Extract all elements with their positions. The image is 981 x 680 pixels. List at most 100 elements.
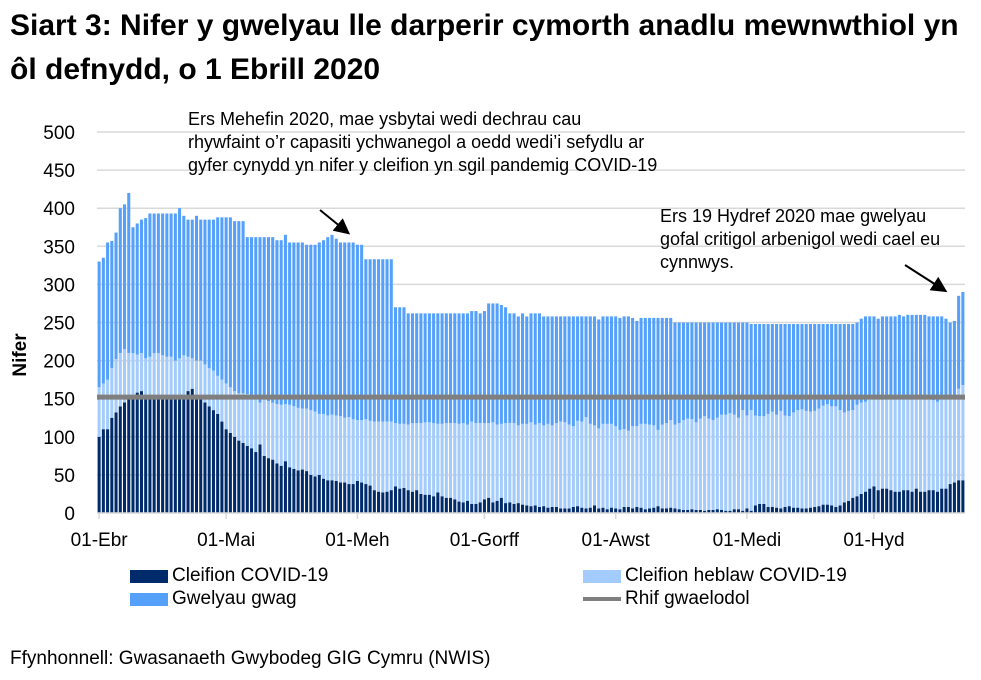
bar-vacant [512, 313, 516, 424]
bar-vacant [753, 324, 757, 416]
bar-covid [855, 496, 859, 513]
bar-covid [241, 442, 245, 513]
bar-covid [271, 459, 275, 513]
bar-non_covid [927, 394, 931, 491]
bar-non_covid [271, 402, 275, 460]
bar-non_covid [190, 358, 194, 389]
bar-non_covid [775, 414, 779, 508]
bar-non_covid [457, 423, 461, 502]
bar-vacant [525, 316, 529, 424]
bar-vacant [148, 213, 152, 357]
bar-non_covid [436, 423, 440, 493]
bar-covid [952, 482, 956, 513]
bar-covid [389, 490, 393, 513]
bar-covid [830, 505, 834, 513]
bar-covid [237, 440, 241, 513]
bar-covid [614, 508, 618, 513]
legend-label-covid: Cleifion COVID-19 [172, 565, 329, 586]
bar-non_covid [114, 359, 118, 413]
bar-vacant [423, 313, 427, 423]
bar-vacant [690, 322, 694, 420]
bar-non_covid [770, 411, 774, 507]
bar-non_covid [732, 414, 736, 510]
bar-non_covid [847, 410, 851, 501]
bar-non_covid [194, 360, 199, 395]
bar-covid [728, 510, 732, 513]
bar-non_covid [821, 405, 825, 505]
bar-covid [775, 507, 779, 513]
bar-non_covid [398, 423, 402, 489]
bar-covid [834, 506, 838, 513]
bar-vacant [728, 322, 732, 414]
bar-non_covid [796, 410, 800, 508]
bar-vacant [656, 317, 660, 430]
bar-non_covid [935, 401, 940, 492]
y-tick-label: 500 [43, 123, 75, 144]
bar-vacant [372, 259, 376, 422]
bar-vacant [580, 316, 584, 422]
bar-non_covid [262, 398, 266, 456]
bar-non_covid [419, 423, 423, 494]
bar-vacant [296, 242, 300, 408]
bar-non_covid [305, 408, 309, 472]
bar-non_covid [228, 387, 232, 433]
bar-vacant [491, 303, 495, 423]
bar-non_covid [504, 423, 508, 504]
bar-covid [762, 503, 766, 513]
bar-vacant [465, 313, 470, 425]
bar-vacant [135, 223, 139, 355]
bar-covid [190, 388, 194, 513]
bar-vacant [508, 313, 512, 424]
bar-vacant [516, 316, 520, 426]
bar-non_covid [804, 410, 808, 509]
bar-covid [499, 497, 503, 513]
bar-covid [639, 507, 643, 513]
bar-non_covid [690, 419, 694, 510]
legend-swatch-covid [130, 569, 168, 583]
x-tick-label: 01-Awst [582, 530, 651, 551]
bar-vacant [783, 324, 787, 416]
bar-covid [508, 502, 512, 513]
bar-non_covid [300, 408, 304, 470]
bar-vacant [360, 244, 364, 421]
bar-covid [859, 493, 863, 513]
bar-vacant [207, 219, 211, 369]
bar-vacant [461, 313, 465, 424]
bar-non_covid [372, 421, 376, 491]
bar-covid [368, 485, 372, 513]
bar-covid [398, 488, 402, 513]
bar-covid [465, 500, 470, 513]
bar-non_covid [652, 425, 656, 508]
bar-non_covid [609, 423, 613, 508]
bar-non_covid [906, 397, 910, 491]
bar-vacant [711, 322, 715, 421]
bar-vacant [940, 316, 944, 399]
bar-non_covid [842, 412, 846, 503]
bar-vacant [787, 324, 791, 417]
bar-covid [931, 490, 935, 513]
source-note: Ffynhonnell: Gwasanaeth Gwybodeg GIG Cym… [10, 648, 491, 669]
bar-non_covid [753, 415, 757, 506]
bar-non_covid [914, 397, 918, 489]
bar-non_covid [139, 352, 143, 392]
bar-covid [813, 506, 817, 513]
bar-covid [495, 500, 499, 513]
bar-covid [415, 490, 419, 513]
bar-covid [770, 506, 774, 513]
bar-vacant [808, 324, 812, 412]
bar-covid [161, 394, 165, 513]
bar-non_covid [741, 410, 745, 511]
bar-covid [690, 509, 694, 513]
bar-non_covid [648, 424, 652, 509]
bar-covid [279, 465, 283, 513]
bar-covid [309, 474, 313, 513]
bar-covid [521, 504, 525, 513]
bar-covid [228, 432, 232, 513]
bar-covid [914, 488, 918, 513]
bar-non_covid [529, 422, 533, 507]
bar-vacant [935, 316, 940, 402]
bar-non_covid [944, 397, 948, 489]
bar-vacant [961, 292, 965, 385]
bar-vacant [703, 322, 707, 417]
bar-vacant [326, 237, 330, 416]
